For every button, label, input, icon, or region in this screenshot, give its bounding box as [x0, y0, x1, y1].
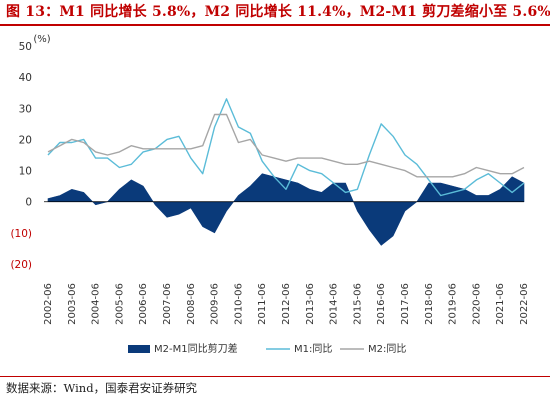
- y-tick-label: 10: [19, 166, 32, 178]
- y-tick-label: (10): [10, 228, 32, 240]
- x-tick-label: 2022-06: [519, 283, 530, 325]
- chart-area: (%) (20) (10) 0 10 20 30 40 50 2002-06 2003-06 2004…: [0, 28, 550, 368]
- x-tick-label: 2013-06: [305, 283, 316, 325]
- x-tick-label: 2020-06: [471, 283, 482, 325]
- y-unit-label: (%): [33, 34, 50, 45]
- x-tick-label: 2019-06: [448, 283, 459, 325]
- x-tick-label: 2009-06: [210, 283, 221, 325]
- x-tick-label: 2007-06: [162, 283, 173, 325]
- x-tick-label: 2005-06: [114, 283, 125, 325]
- series-area-m2-m1: [47, 173, 525, 246]
- series-line-m2: [47, 113, 525, 178]
- y-tick-label: 30: [19, 103, 32, 115]
- x-tick-label: 2021-06: [495, 283, 506, 325]
- chart-title: 图 13：M1 同比增长 5.8%，M2 同比增长 11.4%，M2-M1 剪刀…: [6, 4, 550, 20]
- x-tick-label: 2011-06: [257, 283, 268, 325]
- x-tick-label: 2003-06: [67, 283, 78, 325]
- y-tick-label: 20: [19, 134, 32, 146]
- x-tick-label: 2016-06: [376, 283, 387, 325]
- y-tick-label: 50: [19, 41, 32, 53]
- x-tick-label: 2010-06: [233, 283, 244, 325]
- legend-label-m2: M2:同比: [368, 343, 406, 355]
- y-tick-label: 40: [19, 72, 32, 84]
- x-tick-label: 2004-06: [91, 283, 102, 325]
- legend-swatch-area: [128, 345, 150, 353]
- source-note: 数据来源：Wind，国泰君安证券研究: [6, 381, 198, 395]
- x-tick-label: 2014-06: [329, 283, 340, 325]
- x-tick-label: 2002-06: [43, 283, 54, 325]
- x-tick-label: 2018-06: [424, 283, 435, 325]
- legend-label-area: M2-M1同比剪刀差: [154, 342, 238, 355]
- title-underline: [0, 24, 550, 26]
- x-tick-label: 2015-06: [352, 283, 363, 325]
- x-tick-label: 2008-06: [186, 283, 197, 325]
- series-line-m1: [47, 98, 525, 197]
- y-tick-label: (20): [10, 259, 32, 271]
- x-tick-label: 2012-06: [281, 283, 292, 325]
- legend-label-m1: M1:同比: [294, 343, 332, 355]
- chart-svg: (%) (20) (10) 0 10 20 30 40 50 2002-06 2003-06 2004…: [10, 34, 530, 355]
- x-tick-label: 2017-06: [400, 283, 411, 325]
- x-tick-label: 2006-06: [138, 283, 149, 325]
- title-bar: 图 13：M1 同比增长 5.8%，M2 同比增长 11.4%，M2-M1 剪刀…: [0, 0, 550, 24]
- source-divider: [0, 376, 550, 377]
- y-tick-label: 0: [25, 197, 32, 209]
